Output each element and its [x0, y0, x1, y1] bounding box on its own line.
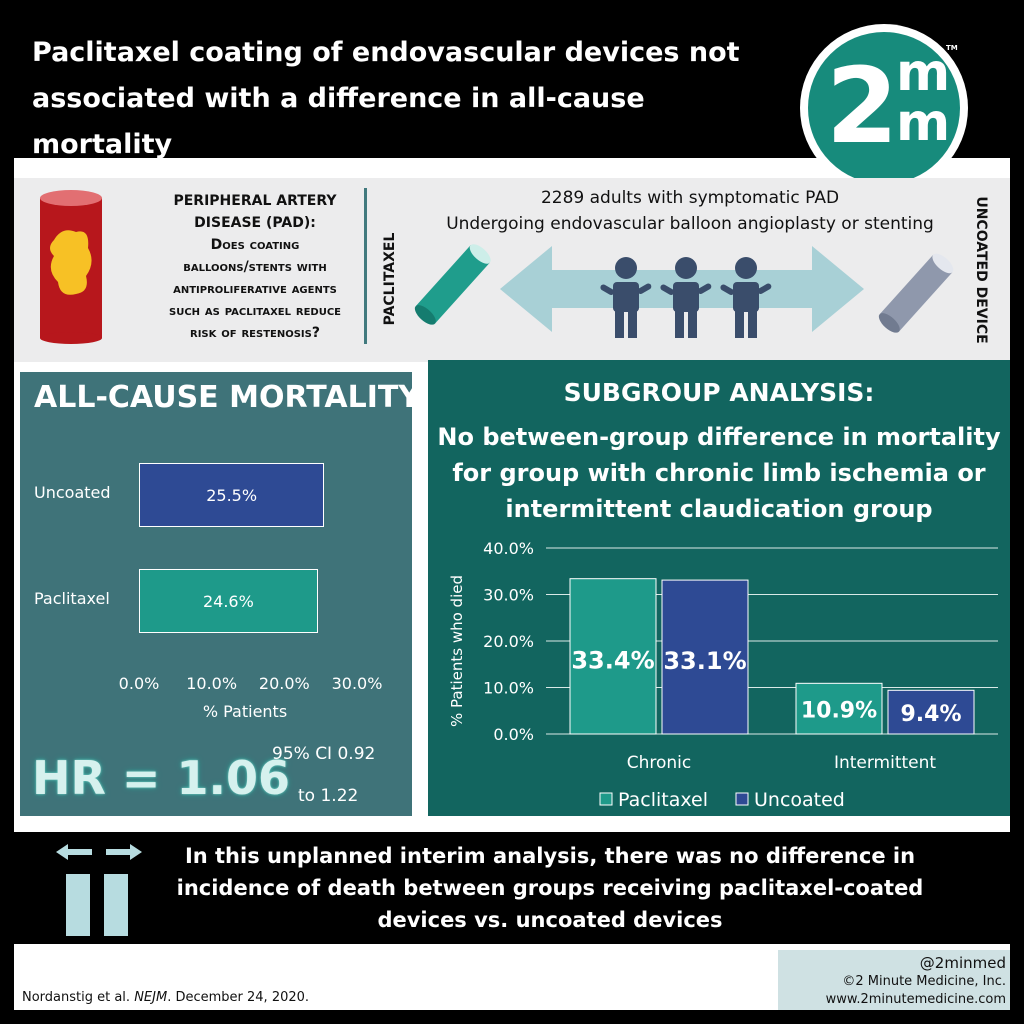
subgroup-desc-line-3: intermittent claudication group: [505, 495, 933, 523]
subgroup-bar: [661, 579, 749, 735]
legend-label: Uncoated: [754, 789, 845, 811]
mortality-category-label: Paclitaxel: [34, 589, 110, 608]
subgroup-desc-line-2: for group with chronic limb ischemia or: [452, 459, 986, 487]
question-line-7: risk of restenosis?: [190, 325, 320, 341]
conclusion-line-1: In this unplanned interim analysis, ther…: [184, 844, 916, 868]
subgroup-desc-line-1: No between-group difference in mortality: [437, 423, 1001, 451]
procedure-text: Undergoing endovascular balloon angiopla…: [446, 214, 934, 234]
question-line-2: disease (PAD):: [194, 215, 316, 231]
citation: Nordanstig et al. NEJM. December 24, 202…: [22, 990, 309, 1005]
citation-journal: NEJM: [134, 990, 168, 1005]
subgroup-yaxis-label: % Patients who died: [448, 575, 466, 727]
mortality-title: ALL-CAUSE MORTALITY: [34, 380, 421, 415]
subgroup-title: SUBGROUP ANALYSIS:: [563, 378, 875, 407]
question-line-5: antiproliferative agents: [173, 281, 337, 297]
mortality-xtick-label: 20.0%: [258, 674, 310, 693]
uncoated-arm-text: UNCOATED DEVICE: [973, 196, 989, 344]
mortality-xtick-label: 30.0%: [331, 674, 383, 693]
subgroup-bar: [795, 682, 883, 735]
population-text: 2289 adults with symptomatic PAD: [540, 188, 840, 208]
subgroup-ytick-label: 30.0%: [483, 586, 534, 605]
subgroup-bar-value: 33.4%: [571, 646, 654, 674]
citation-date: . December 24, 2020.: [167, 990, 310, 1005]
hazard-ratio: HR = 1.06: [32, 751, 290, 805]
subgroup-ytick-label: 40.0%: [483, 539, 534, 558]
logo-letter-top: m: [896, 43, 951, 103]
question-line-3: Does coating: [210, 237, 300, 253]
conclusion-line-2: incidence of death between groups receiv…: [176, 876, 924, 900]
question-line-4: balloons/stents with: [183, 259, 327, 275]
citation-authors: Nordanstig et al.: [22, 990, 131, 1005]
subgroup-bar: [887, 689, 975, 735]
study-design-panel: [14, 178, 1010, 362]
title-line-2: associated with a difference in all-caus…: [32, 83, 645, 160]
website-link[interactable]: www.2minutemedicine.com: [825, 992, 1006, 1007]
conclusion-bar: [14, 832, 1010, 944]
conclusion-line-3: devices vs. uncoated devices: [377, 908, 723, 932]
subgroup-category-label: Chronic: [627, 753, 692, 773]
subgroup-ytick-label: 20.0%: [483, 632, 534, 651]
patients-icon: [600, 257, 772, 338]
ci-line-2: to 1.22: [298, 786, 359, 806]
page-title: Paclitaxel coating of endovascular devic…: [32, 30, 792, 168]
credit-box: [778, 950, 1010, 1010]
mortality-xaxis-label: % Patients: [202, 702, 288, 721]
subgroup-ytick-label: 0.0%: [493, 725, 534, 744]
subgroup-bar-value: 9.4%: [900, 702, 961, 727]
mortality-bar-value: 24.6%: [202, 591, 254, 611]
logo-letter-bottom: m: [896, 93, 951, 153]
artery-icon: [40, 190, 102, 344]
legend-label: Paclitaxel: [618, 789, 708, 811]
paclitaxel-arm-text: PACLITAXEL: [382, 232, 398, 326]
coated-stent-icon: [414, 244, 491, 325]
copyright: ©2 Minute Medicine, Inc.: [842, 974, 1006, 989]
mortality-xtick-label: 0.0%: [118, 674, 160, 693]
mortality-bar: 25.5%: [139, 463, 325, 527]
logo-trademark: TM: [946, 44, 958, 52]
uncoated-stent-icon: [878, 253, 954, 333]
legend-swatch: [599, 792, 613, 806]
mortality-bar-value: 25.5%: [206, 485, 258, 505]
subgroup-bar-value: 10.9%: [801, 699, 877, 724]
pause-transfer-icon: [56, 844, 142, 936]
subgroup-bar-value: 33.1%: [663, 647, 746, 675]
twitter-handle[interactable]: @2minmed: [919, 954, 1006, 972]
subgroup-bar: [569, 578, 657, 735]
mortality-category-label: Uncoated: [34, 483, 111, 502]
mortality-xtick-label: 10.0%: [186, 674, 238, 693]
research-question: Peripheral artery disease (PAD): Does co…: [150, 190, 360, 344]
ci-line-1: 95% CI 0.92: [272, 744, 376, 764]
title-line-1: Paclitaxel coating of endovascular devic…: [32, 37, 740, 68]
subgroup-bar-chart: 0.0% 10.0% 20.0% 30.0% 40.0% % Patients who d…: [448, 539, 998, 811]
uncoated-arm-label: UNCOATED DEVICE: [968, 190, 994, 350]
brand-logo: 2 m m TM: [808, 32, 960, 184]
logo-digit: 2: [826, 45, 899, 167]
subgroup-ytick-label: 10.0%: [483, 679, 534, 698]
mortality-bar: 24.6%: [139, 569, 318, 633]
legend-swatch: [735, 792, 749, 806]
question-line-1: Peripheral artery: [173, 193, 337, 209]
section-divider: [364, 188, 367, 344]
question-line-6: such as paclitaxel reduce: [169, 303, 341, 319]
subgroup-category-label: Intermittent: [834, 753, 936, 773]
